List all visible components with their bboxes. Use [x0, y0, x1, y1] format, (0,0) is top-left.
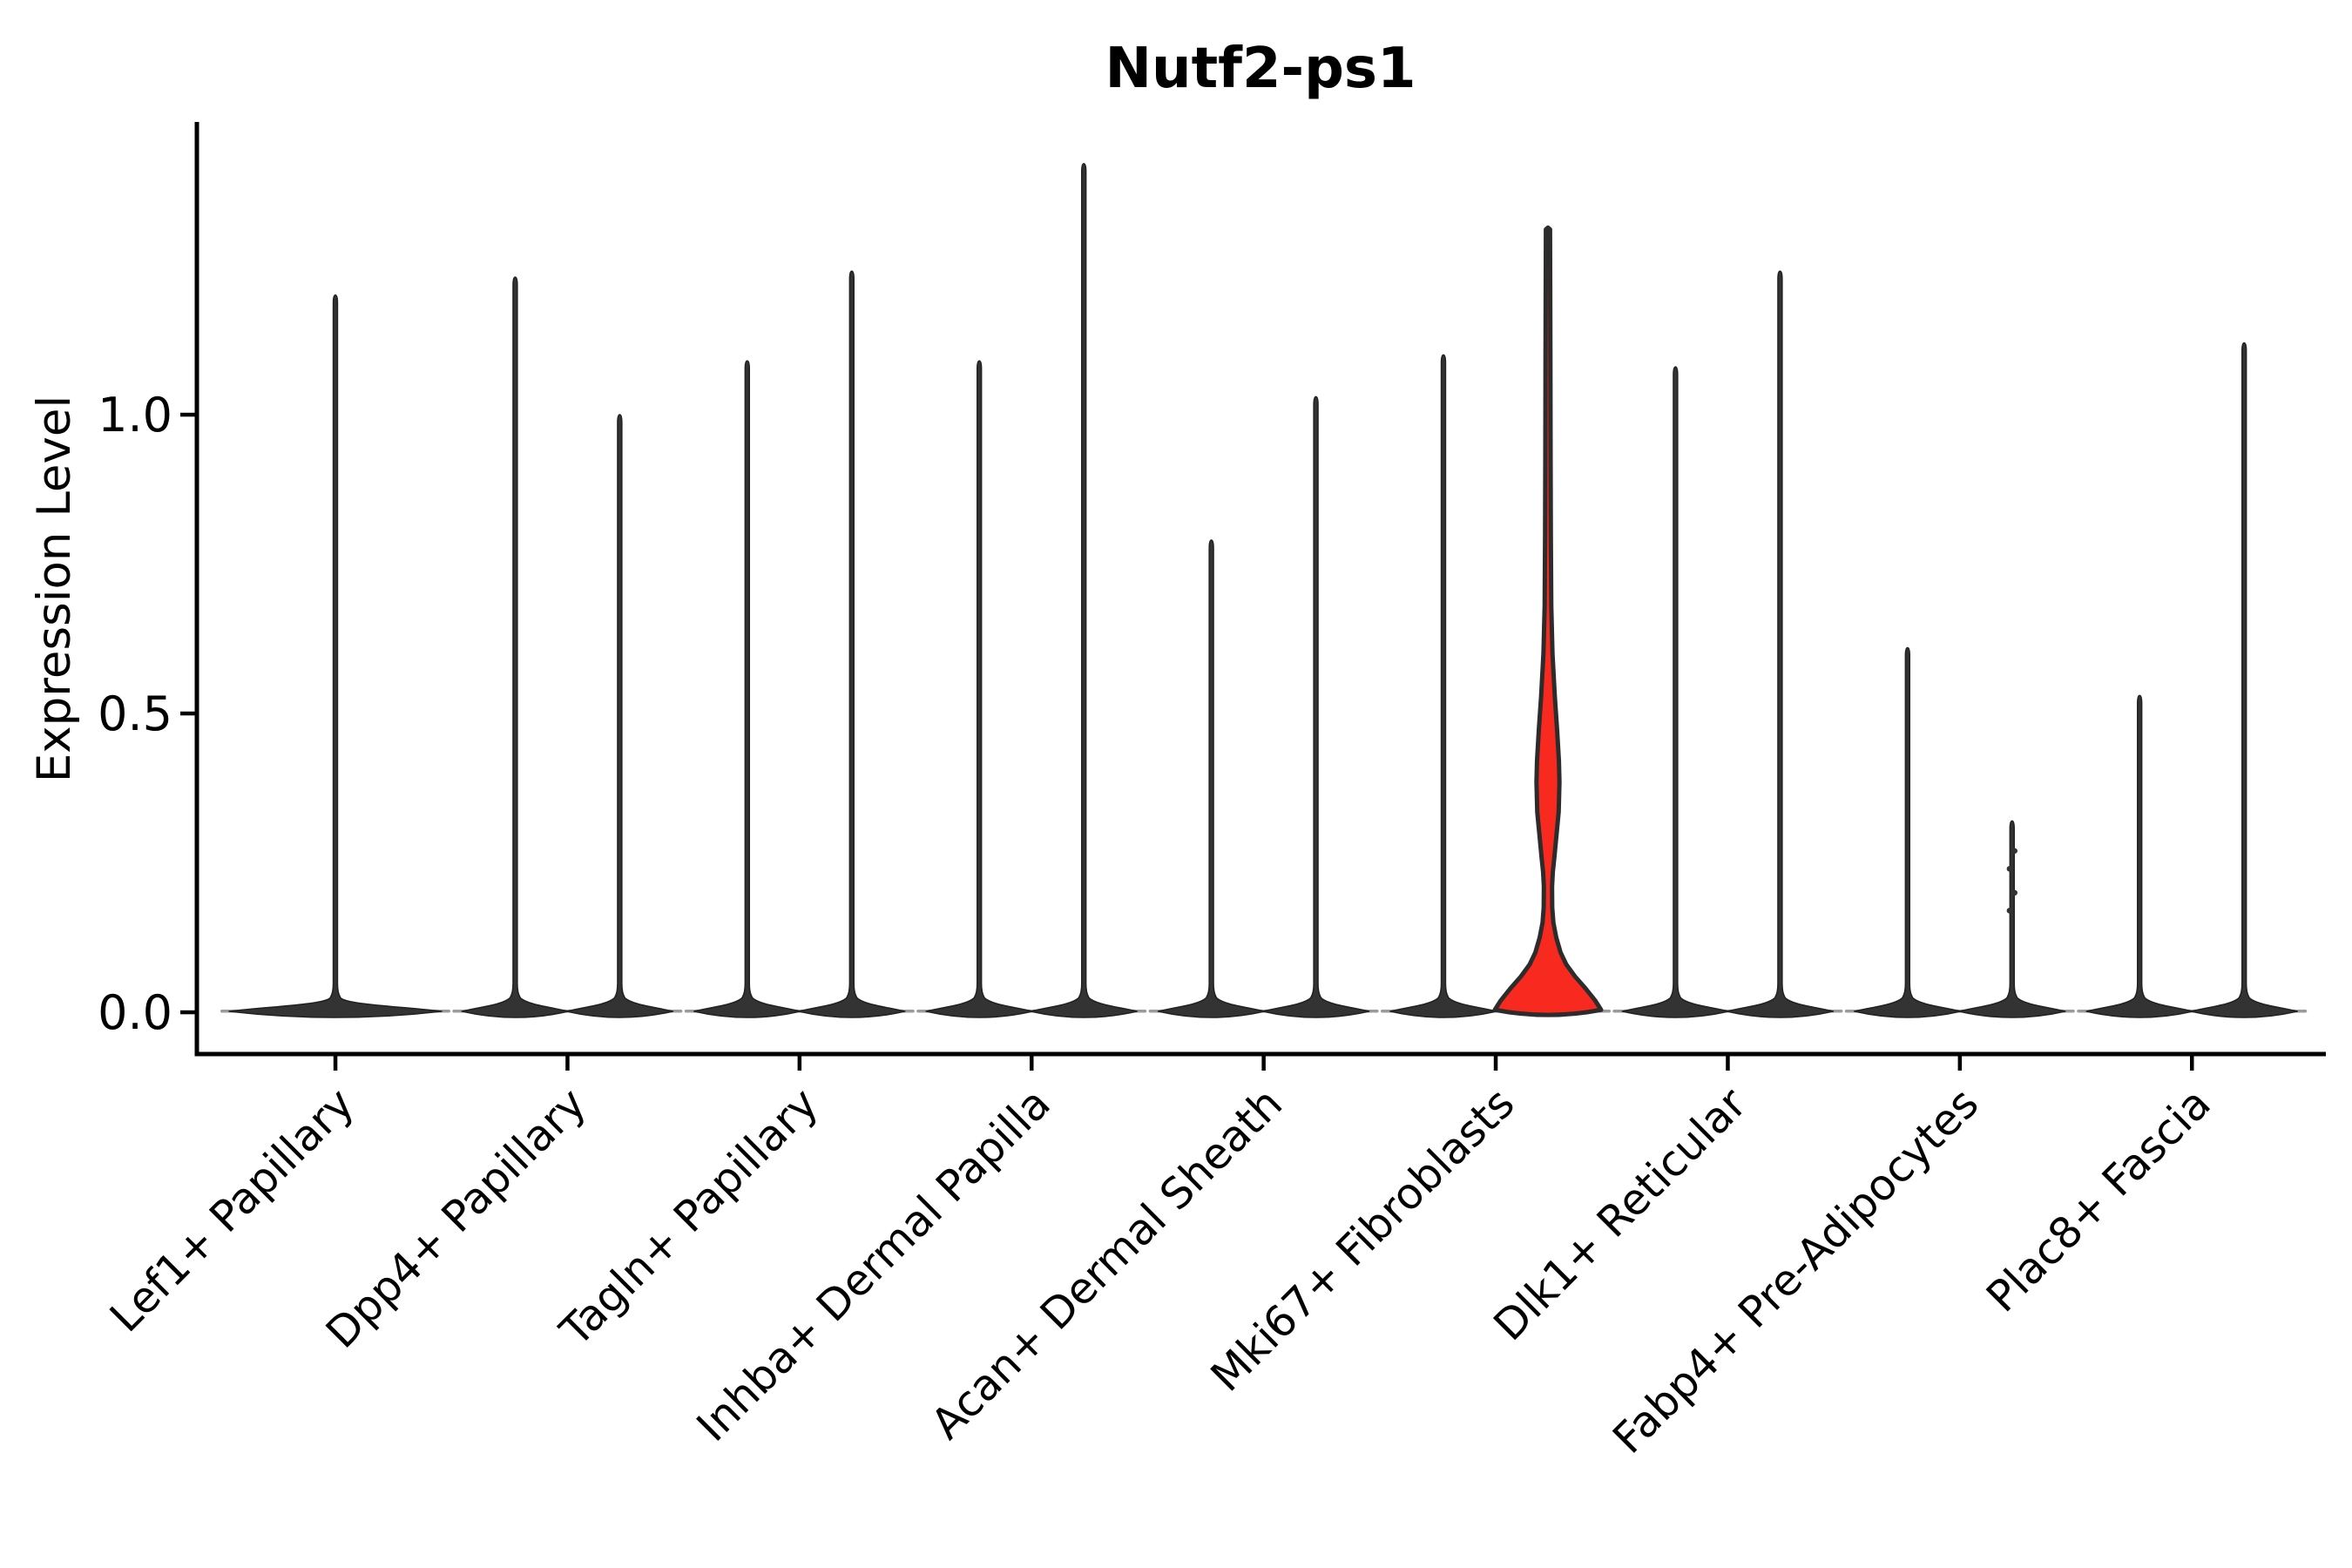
violin-lef1-center — [228, 294, 443, 1018]
chart-title: Nutf2-ps1 — [1105, 37, 1416, 101]
violin-inhba-right — [1030, 163, 1138, 1018]
violin-dlk1-right — [1726, 270, 1835, 1018]
y-tick-mark — [180, 412, 197, 417]
x-tick-mark — [1726, 1056, 1730, 1071]
violin-outlier-point — [2006, 908, 2012, 914]
x-tick-mark — [565, 1056, 570, 1071]
x-tick-mark — [797, 1056, 802, 1071]
x-tick-mark — [1957, 1056, 1963, 1071]
violin-dpp4-left — [461, 276, 570, 1018]
violin-tagln-right — [798, 270, 906, 1018]
x-tick-label-dlk1: Dlk1+ Reticular — [1484, 1078, 1757, 1351]
x-tick-label-fabp4: Fabp4+ Pre-Adipocytes — [1604, 1078, 1989, 1463]
violin-acan-right — [1261, 395, 1370, 1018]
violin-plac8-right — [2190, 341, 2298, 1018]
violin-inhba-left — [925, 360, 1033, 1018]
y-tick-mark — [180, 1010, 197, 1015]
x-tick-label-lef1: Lef1+ Papillary — [100, 1078, 363, 1342]
violin-outlier-point — [2011, 889, 2017, 896]
violin-outlier-point — [2006, 866, 2012, 872]
x-tick-mark — [2190, 1056, 2194, 1071]
violin-dlk1-left — [1621, 366, 1730, 1018]
x-tick-label-tagln: Tagln+ Papillary — [551, 1078, 828, 1356]
x-tick-mark — [1493, 1056, 1498, 1071]
x-tick-mark — [1030, 1056, 1034, 1071]
violin-mki67-right-highlighted — [1492, 225, 1604, 1017]
violin-plac8-left — [2085, 694, 2193, 1018]
violin-fabp4-left — [1854, 646, 1962, 1018]
violin-mki67-left — [1389, 354, 1497, 1018]
violin-outlier-point — [2011, 848, 2017, 854]
violin-series — [220, 163, 2308, 1018]
y-axis-label: Expression Level — [28, 395, 81, 782]
y-tick-label: 0.0 — [98, 985, 172, 1040]
y-tick-label: 1.0 — [98, 388, 172, 443]
violin-acan-left — [1157, 539, 1266, 1018]
y-axis-ticks: 1.0 0.5 0.0 — [98, 388, 197, 1040]
axis-spines — [194, 122, 2326, 1057]
y-tick-mark — [180, 711, 197, 716]
x-tick-label-dpp4: Dpp4+ Papillary — [316, 1078, 595, 1357]
x-tick-label-plac8: Plac8+ Fascia — [1977, 1078, 2220, 1321]
x-tick-mark — [333, 1056, 338, 1071]
violin-tagln-left — [693, 360, 801, 1018]
x-tick-mark — [1261, 1056, 1266, 1071]
violin-dpp4-right — [565, 414, 674, 1018]
y-axis-spine — [194, 122, 199, 1057]
y-tick-label: 0.5 — [98, 686, 172, 741]
violin-fabp4-right — [1958, 820, 2066, 1018]
x-axis-spine — [194, 1051, 2326, 1057]
